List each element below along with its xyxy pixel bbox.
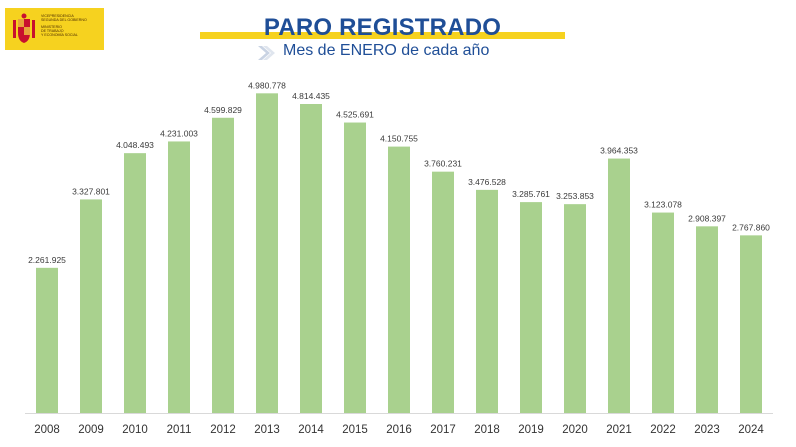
chevron-right-icon — [258, 46, 275, 60]
bar-2019 — [520, 202, 542, 413]
category-label-2014: 2014 — [298, 424, 324, 436]
value-label-2010: 4.048.493 — [116, 140, 154, 150]
bar-2012 — [212, 117, 234, 414]
value-labels-group: 2.261.925 3.327.801 4.048.493 4.231.003 4.59… — [28, 80, 770, 265]
value-label-2008: 2.261.925 — [28, 255, 66, 265]
category-label-2020: 2020 — [562, 424, 588, 436]
bar-2010 — [124, 153, 146, 413]
category-label-2013: 2013 — [254, 424, 280, 436]
value-label-2014: 4.814.435 — [292, 91, 330, 101]
bar-2013 — [256, 93, 278, 413]
coat-of-arms-icon — [13, 13, 35, 43]
logo-line: Y ECONOMÍA SOCIAL — [41, 33, 78, 38]
category-label-2019: 2019 — [518, 424, 544, 436]
bar-2016 — [388, 146, 410, 413]
bar-2017 — [432, 171, 454, 413]
category-label-2010: 2010 — [122, 424, 148, 436]
category-label-2011: 2011 — [167, 424, 192, 436]
value-label-2012: 4.599.829 — [204, 105, 242, 115]
category-label-2009: 2009 — [78, 424, 104, 436]
value-label-2011: 4.231.003 — [160, 128, 198, 138]
value-label-2024: 2.767.860 — [732, 222, 770, 232]
category-label-2015: 2015 — [342, 424, 368, 436]
category-label-2012: 2012 — [210, 424, 236, 436]
category-label-2021: 2021 — [606, 424, 632, 436]
bar-2020 — [564, 204, 586, 413]
bar-2023 — [696, 226, 718, 413]
category-label-2023: 2023 — [694, 424, 720, 436]
category-label-2022: 2022 — [650, 424, 676, 436]
value-label-2020: 3.253.853 — [556, 191, 594, 201]
bar-2021 — [608, 158, 630, 413]
bar-2018 — [476, 189, 498, 413]
bar-2022 — [652, 212, 674, 413]
value-label-2016: 4.150.755 — [380, 134, 418, 144]
bar-2014 — [300, 104, 322, 413]
value-label-2018: 3.476.528 — [468, 177, 506, 187]
bar-2011 — [168, 141, 190, 413]
bars-group — [36, 93, 762, 414]
title-underline-bar — [200, 32, 565, 39]
category-label-2016: 2016 — [386, 424, 412, 436]
value-label-2015: 4.525.691 — [336, 110, 374, 120]
ministry-name: VICEPRESIDENCIA SEGUNDA DEL GOBIERNO MIN… — [41, 14, 101, 37]
category-labels-group: 2008 2009 2010 2011 2012 2013 2014 2015 2016 2017… — [34, 424, 764, 436]
value-label-2017: 3.760.231 — [424, 159, 462, 169]
bar-2015 — [344, 122, 366, 413]
value-label-2021: 3.964.353 — [600, 146, 638, 156]
page-title: PARO REGISTRADO — [263, 14, 502, 41]
value-label-2013: 4.980.778 — [248, 80, 286, 90]
category-label-2018: 2018 — [474, 424, 500, 436]
category-label-2008: 2008 — [34, 424, 60, 436]
logo-line: MINISTERIO — [41, 24, 62, 29]
value-label-2023: 2.908.397 — [688, 213, 726, 223]
bar-2024 — [740, 235, 762, 413]
value-label-2019: 3.285.761 — [512, 189, 550, 199]
page-subtitle: Mes de ENERO de cada año — [283, 42, 490, 59]
bar-2009 — [80, 199, 102, 413]
category-label-2024: 2024 — [738, 424, 764, 436]
logo-line: SEGUNDA DEL GOBIERNO — [41, 18, 87, 23]
value-label-2009: 3.327.801 — [72, 186, 110, 196]
logo-line: DE TRABAJO — [41, 28, 64, 33]
bar-2008 — [36, 267, 58, 413]
value-label-2022: 3.123.078 — [644, 200, 682, 210]
category-label-2017: 2017 — [430, 424, 456, 436]
government-logo: VICEPRESIDENCIA SEGUNDA DEL GOBIERNO MIN… — [5, 8, 104, 50]
logo-line: VICEPRESIDENCIA — [41, 14, 74, 18]
